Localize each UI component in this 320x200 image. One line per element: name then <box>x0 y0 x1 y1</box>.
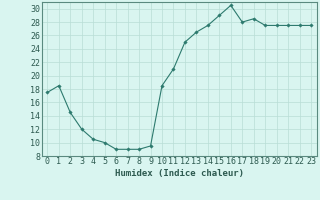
X-axis label: Humidex (Indice chaleur): Humidex (Indice chaleur) <box>115 169 244 178</box>
